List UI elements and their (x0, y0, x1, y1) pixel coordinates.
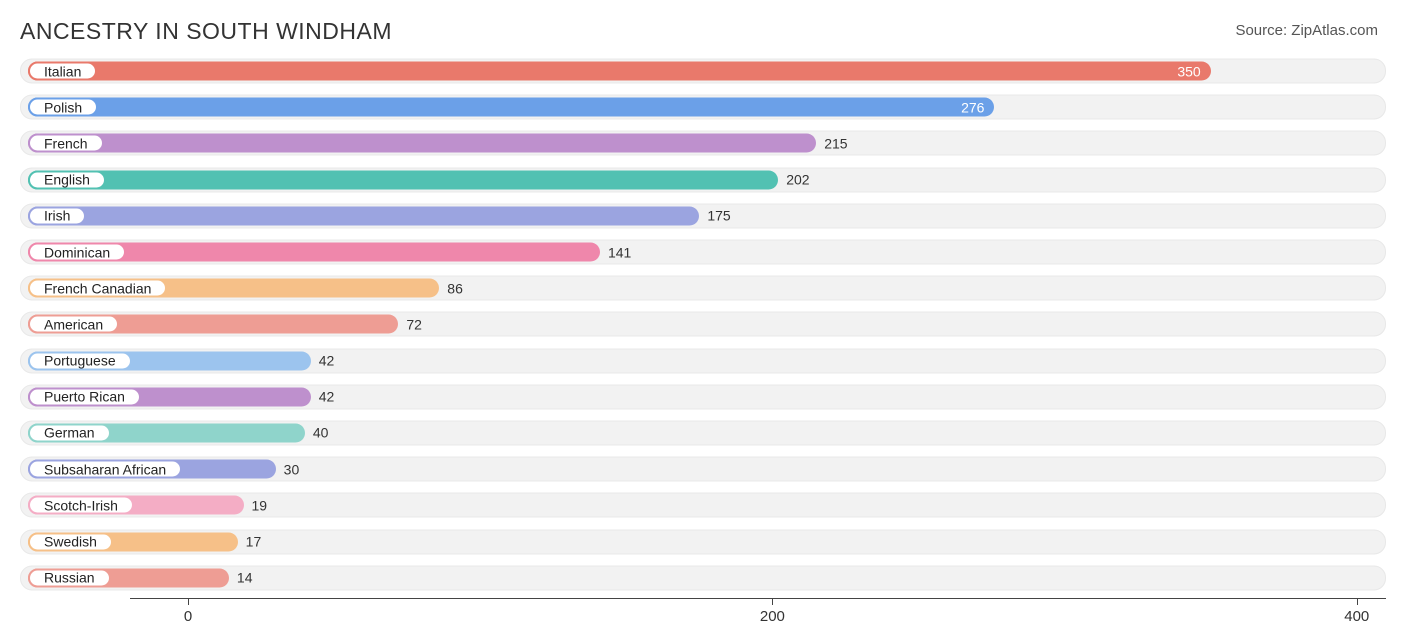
chart-area: 350Italian276Polish215French202English17… (0, 53, 1406, 596)
category-label: Portuguese (44, 353, 116, 369)
category-pill: French Canadian (28, 279, 167, 298)
category-label: American (44, 316, 103, 332)
category-label: Russian (44, 570, 95, 586)
bar-value: 40 (305, 425, 329, 441)
bar-fill: 276 (28, 98, 994, 117)
axis-tick-label: 0 (184, 608, 192, 625)
category-pill: Scotch-Irish (28, 496, 134, 515)
bar-value: 202 (778, 172, 809, 188)
bar-value: 175 (699, 208, 730, 224)
category-pill: Portuguese (28, 351, 132, 370)
bar-row: 202English (20, 162, 1386, 198)
axis-tick-label: 400 (1344, 608, 1369, 625)
bar-row: 42 Portuguese (20, 343, 1386, 379)
category-label: Polish (44, 99, 82, 115)
bar-row: 141 Dominican (20, 234, 1386, 270)
bar-value: 276 (961, 99, 994, 115)
bar-value: 30 (276, 461, 300, 477)
category-label: Dominican (44, 244, 110, 260)
bar-value: 42 (311, 353, 335, 369)
bar-value: 350 (1177, 63, 1210, 79)
axis-line (130, 598, 1386, 599)
bar-row: 42 Puerto Rican (20, 379, 1386, 415)
category-pill: French (28, 134, 104, 153)
category-label: Scotch-Irish (44, 497, 118, 513)
bar-fill: 215 (28, 134, 816, 153)
bar-row: 175Irish (20, 198, 1386, 234)
bar-row: 72 American (20, 306, 1386, 342)
category-pill: English (28, 170, 106, 189)
bar-value: 72 (398, 316, 422, 332)
bar-row: 19 Scotch-Irish (20, 487, 1386, 523)
bar-row: 30 Subsaharan African (20, 451, 1386, 487)
bar-value: 42 (311, 389, 335, 405)
category-pill: Puerto Rican (28, 387, 141, 406)
bar-row: 350 Italian (20, 53, 1386, 89)
bar-fill: 350 (28, 62, 1211, 81)
bar-fill: 202 (28, 170, 778, 189)
axis-tick (1357, 598, 1358, 605)
category-label: Subsaharan African (44, 461, 166, 477)
category-label: Swedish (44, 534, 97, 550)
category-pill: Russian (28, 568, 111, 587)
category-pill: Irish (28, 206, 86, 225)
bar-value: 19 (244, 497, 268, 513)
category-pill: Dominican (28, 243, 126, 262)
bar-value: 86 (439, 280, 463, 296)
bar-row: 40 German (20, 415, 1386, 451)
bar-value: 14 (229, 570, 253, 586)
axis-tick (772, 598, 773, 605)
category-pill: Italian (28, 62, 97, 81)
bar-row: 14 Russian (20, 560, 1386, 596)
category-label: Puerto Rican (44, 389, 125, 405)
bar-value: 141 (600, 244, 631, 260)
category-pill: Polish (28, 98, 98, 117)
bar-fill: 175 (28, 206, 699, 225)
category-label: Irish (44, 208, 70, 224)
bar-value: 215 (816, 135, 847, 151)
chart-title: ANCESTRY IN SOUTH WINDHAM (20, 18, 392, 45)
category-pill: Subsaharan African (28, 460, 182, 479)
category-label: French (44, 135, 88, 151)
category-label: English (44, 172, 90, 188)
category-label: Italian (44, 63, 81, 79)
source-label: Source: ZipAtlas.com (1235, 22, 1378, 39)
category-label: German (44, 425, 95, 441)
category-pill: German (28, 423, 111, 442)
bar-row: 276 Polish (20, 89, 1386, 125)
bar-row: 215French (20, 125, 1386, 161)
header: ANCESTRY IN SOUTH WINDHAM Source: ZipAtl… (0, 0, 1406, 53)
axis-tick (188, 598, 189, 605)
category-pill: Swedish (28, 532, 113, 551)
bar-value: 17 (238, 534, 262, 550)
category-label: French Canadian (44, 280, 151, 296)
bar-row: 17 Swedish (20, 523, 1386, 559)
category-pill: American (28, 315, 119, 334)
bar-row: 86 French Canadian (20, 270, 1386, 306)
axis-tick-label: 200 (760, 608, 785, 625)
x-axis: 0 200 400 (20, 598, 1386, 638)
